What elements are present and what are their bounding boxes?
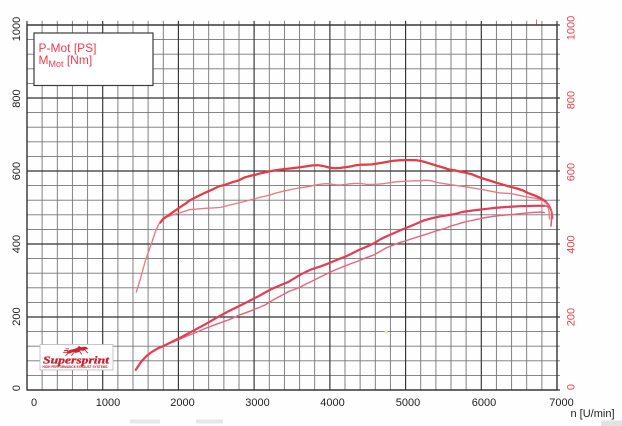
svg-text:6000: 6000: [472, 397, 496, 409]
svg-text:400: 400: [11, 235, 23, 253]
svg-text:600: 600: [11, 162, 23, 180]
svg-text:MMot [Nm]: MMot [Nm]: [39, 53, 93, 69]
svg-text:P-Mot [PS]: P-Mot [PS]: [39, 41, 97, 55]
svg-text:0: 0: [31, 397, 37, 409]
svg-text:n [U/min]: n [U/min]: [570, 408, 614, 420]
svg-text:0: 0: [566, 384, 578, 390]
svg-text:800: 800: [11, 89, 23, 107]
svg-text:7000: 7000: [549, 397, 573, 409]
svg-text:1000: 1000: [96, 397, 120, 409]
svg-text:4000: 4000: [320, 397, 344, 409]
svg-text:1000: 1000: [11, 17, 23, 41]
svg-text:1000: 1000: [566, 16, 578, 40]
svg-text:0: 0: [11, 385, 23, 391]
svg-text:Supersprint: Supersprint: [43, 355, 110, 367]
svg-text:400: 400: [566, 235, 578, 253]
svg-text:200: 200: [11, 307, 23, 325]
svg-text:800: 800: [566, 91, 578, 109]
svg-text:3000: 3000: [245, 397, 269, 409]
svg-text:5000: 5000: [396, 397, 420, 409]
svg-text:600: 600: [566, 163, 578, 181]
svg-text:2000: 2000: [170, 397, 194, 409]
svg-text:200: 200: [566, 308, 578, 326]
svg-text:HIGH PERFORMANCE EXHAUST SYSTE: HIGH PERFORMANCE EXHAUST SYSTEMS: [43, 365, 109, 369]
